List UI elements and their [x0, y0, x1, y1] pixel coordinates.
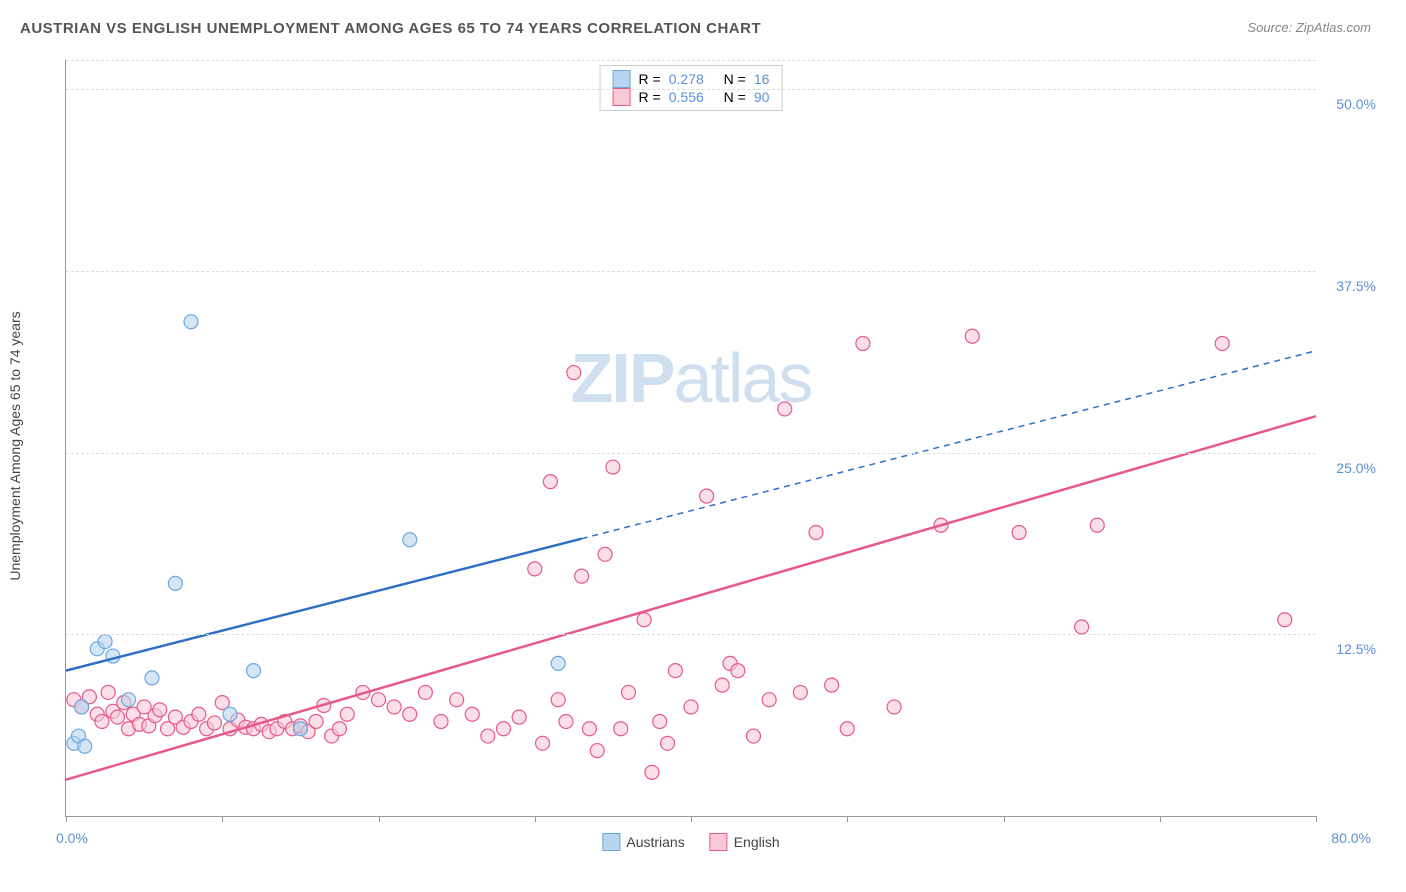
swatch-english — [613, 88, 631, 106]
legend-item-english: English — [710, 833, 780, 851]
y-tick-label: 25.0% — [1336, 460, 1376, 476]
x-tick — [1316, 816, 1317, 822]
swatch-austrians — [613, 70, 631, 88]
y-tick-label: 50.0% — [1336, 96, 1376, 112]
correlation-stats-box: R = 0.278 N = 16 R = 0.556 N = 90 — [600, 65, 783, 111]
x-tick — [379, 816, 380, 822]
x-min-label: 0.0% — [56, 830, 88, 846]
y-tick-label: 12.5% — [1336, 641, 1376, 657]
y-axis-label: Unemployment Among Ages 65 to 74 years — [7, 311, 23, 580]
x-tick — [535, 816, 536, 822]
x-max-label: 80.0% — [1331, 830, 1371, 846]
x-tick — [691, 816, 692, 822]
chart-title: AUSTRIAN VS ENGLISH UNEMPLOYMENT AMONG A… — [20, 20, 761, 37]
gridline — [66, 453, 1316, 454]
legend: Austrians English — [602, 833, 779, 851]
x-tick — [1160, 816, 1161, 822]
x-tick — [222, 816, 223, 822]
chart-container: AUSTRIAN VS ENGLISH UNEMPLOYMENT AMONG A… — [20, 20, 1386, 872]
gridline — [66, 89, 1316, 90]
x-tick — [66, 816, 67, 822]
x-tick — [847, 816, 848, 822]
stat-row-austrians: R = 0.278 N = 16 — [613, 70, 770, 88]
legend-swatch-english — [710, 833, 728, 851]
legend-swatch-austrians — [602, 833, 620, 851]
source-attribution: Source: ZipAtlas.com — [1247, 20, 1371, 35]
gridline — [66, 271, 1316, 272]
plot-area: ZIPatlas R = 0.278 N = 16 R = 0.556 N = … — [65, 60, 1316, 817]
gridline — [66, 634, 1316, 635]
gridline — [66, 60, 1316, 61]
y-tick-label: 37.5% — [1336, 278, 1376, 294]
legend-item-austrians: Austrians — [602, 833, 684, 851]
scatter-plot-svg — [66, 60, 1316, 816]
x-tick — [1004, 816, 1005, 822]
stat-row-english: R = 0.556 N = 90 — [613, 88, 770, 106]
